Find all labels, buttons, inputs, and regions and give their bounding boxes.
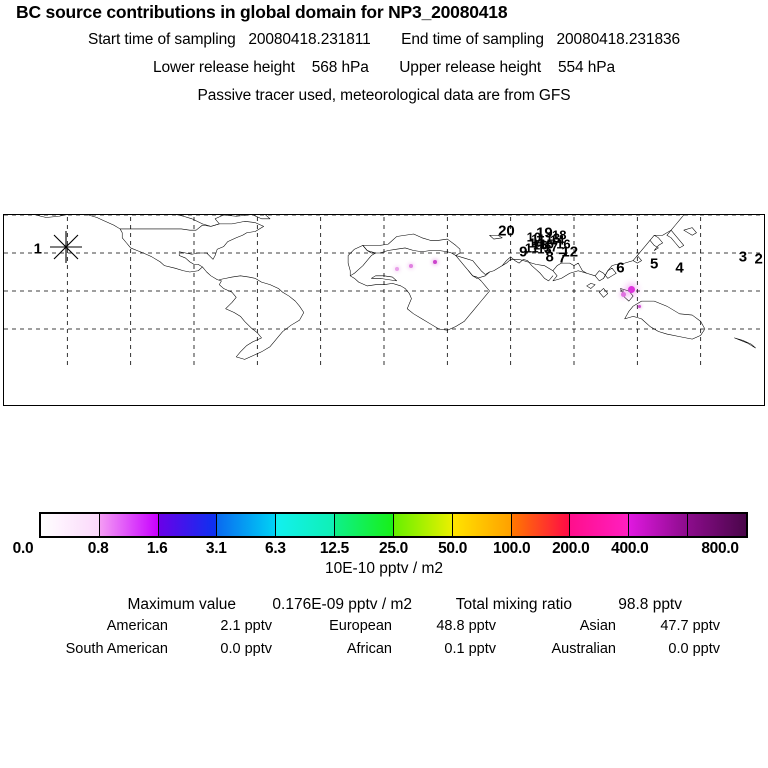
max-value-value: 0.176E-09 pptv / m2 — [272, 596, 412, 613]
trajectory-label: 2 — [754, 250, 763, 268]
trajectory-label: 12 — [561, 243, 579, 261]
upper-release-label: Upper release height — [399, 59, 542, 76]
lower-release-value: 568 hPa — [311, 59, 369, 76]
region-label: South American — [65, 641, 168, 657]
trajectory-label: 10 — [526, 229, 542, 245]
colorbar-segment — [393, 514, 453, 536]
colorbar-segment — [41, 514, 100, 536]
region-value: 2.1 pptv — [220, 618, 272, 634]
trajectory-label: 3 — [738, 248, 748, 266]
trajectory-label: 16 — [556, 236, 571, 252]
colorbar — [39, 512, 748, 538]
trajectory-label: 13 — [545, 230, 561, 246]
start-time-label: Start time of sampling — [87, 31, 236, 48]
region-stat: European 48.8 pptv — [272, 618, 496, 634]
colorbar-segment — [452, 514, 512, 536]
colorbar-tick: 25.0 — [379, 540, 408, 557]
colorbar-segment — [99, 514, 159, 536]
total-mixing-ratio-value: 98.8 pptv — [618, 596, 682, 613]
tracer-note: Passive tracer used, meteorological data… — [197, 87, 571, 104]
colorbar-segment — [688, 514, 746, 536]
region-label: African — [346, 641, 392, 657]
colorbar-segment — [158, 514, 218, 536]
region-value: 47.7 pptv — [660, 618, 720, 634]
stats-row-summary: Maximum value 0.176E-09 pptv / m2 Total … — [0, 596, 768, 614]
map-gridlines — [4, 215, 764, 367]
colorbar-segment — [335, 514, 394, 536]
region-stat: South American 0.0 pptv — [48, 641, 272, 657]
colorbar-tick: 0.0 — [12, 540, 34, 557]
colorbar-gradient — [39, 512, 748, 538]
trajectory-label: 15 — [539, 236, 554, 252]
colorbar-tick: 3.1 — [205, 540, 227, 557]
trajectory-label: 17 — [543, 239, 558, 255]
trajectory-label: 18 — [551, 227, 567, 243]
total-mixing-ratio-label: Total mixing ratio — [455, 596, 572, 613]
end-time-label: End time of sampling — [401, 31, 544, 48]
colorbar-segment — [217, 514, 277, 536]
region-value: 0.1 pptv — [444, 641, 496, 657]
region-stat: Asian 47.7 pptv — [496, 618, 720, 634]
colorbar-unit-label: 10E-10 pptv / m2 — [324, 560, 444, 577]
stats-row-regions-1: American 2.1 pptv European 48.8 pptv Asi… — [0, 618, 768, 634]
region-label: Australian — [551, 641, 616, 657]
trajectory-label: 4 — [675, 259, 684, 277]
region-stat: American 2.1 pptv — [48, 618, 272, 634]
sampling-time-row: Start time of sampling 20080418.231811 E… — [0, 31, 768, 49]
trajectory-label: 13 — [537, 241, 552, 257]
colorbar-segment — [511, 514, 571, 536]
colorbar-tick: 800.0 — [701, 540, 739, 557]
region-value: 0.0 pptv — [668, 641, 720, 657]
colorbar-tick-labels: 0.0 0.8 1.6 3.1 6.3 12.5 25.0 50.0 100.0 200.0 400… — [0, 540, 768, 560]
region-label: Asian — [579, 618, 616, 634]
trajectory-label: 1 — [33, 240, 42, 258]
region-value: 48.8 pptv — [436, 618, 496, 634]
world-map-panel: 1 2 3 4 5 6 7 8 9 12 19 20 10 11 13 14 15 16 17 18 13 11 16 14 — [3, 214, 765, 406]
colorbar-tick: 6.3 — [265, 540, 286, 557]
trajectory-label: 5 — [650, 255, 659, 273]
trajectory-label: 14 — [528, 235, 544, 251]
lower-release-label: Lower release height — [152, 59, 295, 76]
trajectory-label: 14 — [549, 232, 565, 248]
map-coastlines — [8, 215, 764, 359]
colorbar-tick: 50.0 — [438, 540, 468, 557]
release-height-row: Lower release height 568 hPa Upper relea… — [0, 59, 768, 77]
trajectory-label: 6 — [616, 259, 625, 277]
trajectory-label: 11 — [531, 231, 545, 247]
end-time-value: 20080418.231836 — [556, 31, 681, 48]
trajectory-label: 20 — [498, 222, 515, 240]
colorbar-segment — [629, 514, 689, 536]
trajectory-label: 16 — [532, 237, 548, 253]
colorbar-segment — [276, 514, 336, 536]
colorbar-tick: 200.0 — [552, 540, 590, 557]
release-point-star-icon — [50, 230, 83, 263]
colorbar-tick: 400.0 — [611, 540, 649, 557]
max-value-label: Maximum value — [127, 596, 236, 613]
region-value: 0.0 pptv — [220, 641, 272, 657]
stats-row-regions-2: South American 0.0 pptv African 0.1 pptv… — [0, 641, 768, 657]
upper-release-value: 554 hPa — [557, 59, 616, 76]
trajectory-label: 11 — [524, 240, 539, 256]
trajectory-label: 19 — [536, 224, 553, 242]
trajectory-label: 7 — [558, 249, 567, 267]
colorbar-tick: 1.6 — [146, 540, 168, 557]
colorbar-tick: 12.5 — [319, 540, 349, 557]
colorbar-segment — [570, 514, 630, 536]
page-title: BC source contributions in global domain… — [16, 2, 508, 22]
region-stat: Australian 0.0 pptv — [496, 641, 720, 657]
trajectory-label: 8 — [545, 248, 554, 266]
region-stat: African 0.1 pptv — [272, 641, 496, 657]
start-time-value: 20080418.231811 — [248, 31, 371, 48]
world-map — [4, 215, 764, 405]
region-label: European — [329, 618, 392, 634]
region-label: American — [106, 618, 168, 634]
trajectory-label: 9 — [519, 243, 528, 261]
colorbar-tick: 0.8 — [87, 540, 109, 557]
colorbar-tick: 100.0 — [493, 540, 531, 557]
